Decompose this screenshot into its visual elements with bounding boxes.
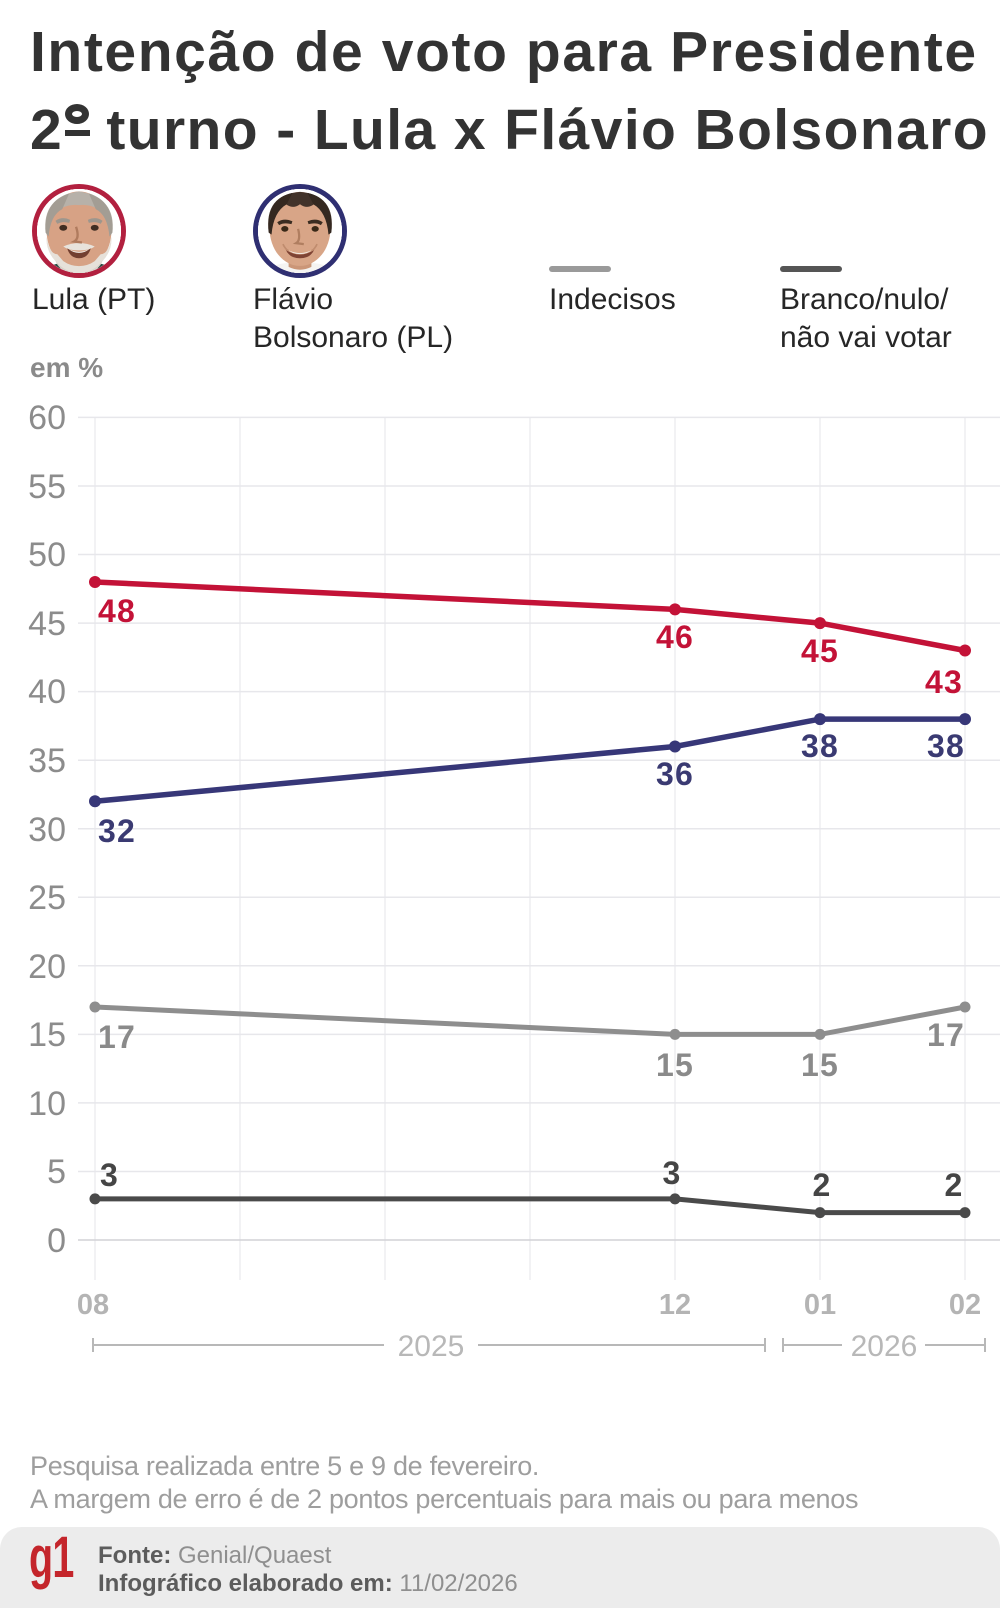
svg-text:3: 3 — [100, 1157, 119, 1193]
svg-text:5: 5 — [47, 1153, 66, 1191]
svg-text:30: 30 — [28, 811, 66, 849]
svg-text:35: 35 — [28, 742, 66, 780]
svg-text:20: 20 — [28, 948, 66, 986]
svg-text:0: 0 — [47, 1222, 66, 1260]
svg-text:02: 02 — [949, 1289, 981, 1321]
svg-text:45: 45 — [801, 633, 839, 669]
svg-text:32: 32 — [98, 813, 136, 849]
svg-text:48: 48 — [98, 593, 136, 629]
svg-text:25: 25 — [28, 879, 66, 917]
svg-text:50: 50 — [28, 536, 66, 574]
svg-text:17: 17 — [98, 1019, 136, 1055]
svg-text:2026: 2026 — [851, 1330, 918, 1363]
svg-text:38: 38 — [801, 728, 839, 764]
svg-text:01: 01 — [804, 1289, 836, 1321]
svg-text:17: 17 — [927, 1017, 965, 1053]
svg-text:2: 2 — [813, 1167, 832, 1203]
svg-text:15: 15 — [801, 1047, 839, 1083]
svg-text:60: 60 — [28, 399, 66, 437]
svg-text:45: 45 — [28, 605, 66, 643]
svg-text:38: 38 — [927, 728, 965, 764]
svg-text:55: 55 — [28, 468, 66, 506]
svg-text:10: 10 — [28, 1085, 66, 1123]
svg-text:46: 46 — [656, 619, 694, 655]
svg-text:40: 40 — [28, 673, 66, 711]
svg-text:08: 08 — [77, 1289, 109, 1321]
svg-text:15: 15 — [656, 1047, 694, 1083]
svg-text:12: 12 — [659, 1289, 691, 1321]
svg-text:2025: 2025 — [398, 1330, 465, 1363]
svg-text:36: 36 — [656, 756, 694, 792]
svg-text:43: 43 — [925, 664, 963, 700]
svg-text:2: 2 — [945, 1167, 964, 1203]
svg-text:3: 3 — [663, 1155, 682, 1191]
svg-text:15: 15 — [28, 1016, 66, 1054]
